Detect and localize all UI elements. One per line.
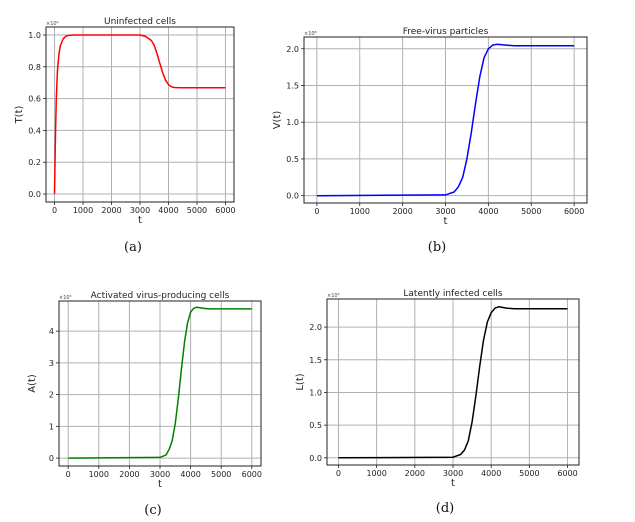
y-tick-label: 2.0 xyxy=(309,323,322,332)
subfigure-caption: (c) xyxy=(144,503,161,518)
x-tick-label: 1000 xyxy=(89,470,109,479)
x-tick-label: 2000 xyxy=(119,470,139,479)
y-axis-multiplier: ×10⁶ xyxy=(46,21,59,27)
subplot-b: 0 1000 2000 3000 4000 5000 6000 0.0 0.5 1.0 1.5 2.0… xyxy=(272,27,588,255)
series-line xyxy=(53,34,226,195)
y-tick-label: 0.6 xyxy=(28,95,41,104)
y-tick-label: 2.0 xyxy=(286,45,299,54)
x-axis-label: t xyxy=(158,479,162,490)
x-tick-label: 5000 xyxy=(519,469,539,478)
x-axis-label: t xyxy=(138,215,142,226)
y-axis-multiplier: ×10³ xyxy=(327,293,340,299)
subfigure-caption: (a) xyxy=(124,240,142,255)
x-axis-label: t xyxy=(451,478,455,489)
x-tick-label: 4000 xyxy=(180,470,200,479)
x-tick-label: 5000 xyxy=(521,207,541,216)
x-tick-label: 6000 xyxy=(242,470,262,479)
chart-title: Uninfected cells xyxy=(104,17,176,27)
x-tick-label: 1000 xyxy=(73,206,93,215)
y-tick-label: 2 xyxy=(49,391,54,400)
subplot-a: 0 1000 2000 3000 4000 5000 6000 0.0 0.2 0.4 0.6 0.8… xyxy=(14,17,236,255)
x-tick-label: 3000 xyxy=(435,207,455,216)
y-tick-label: 4 xyxy=(49,327,54,336)
x-tick-label: 0 xyxy=(52,206,57,215)
y-tick-label: 0.0 xyxy=(286,192,299,201)
x-tick-label: 3000 xyxy=(443,469,463,478)
y-tick-label: 0.5 xyxy=(309,421,322,430)
series-line xyxy=(316,43,575,197)
x-tick-label: 1000 xyxy=(350,207,370,216)
x-tick-label: 3000 xyxy=(150,470,170,479)
y-tick-label: 1.0 xyxy=(309,388,322,397)
axes-frame xyxy=(58,300,262,467)
x-tick-label: 3000 xyxy=(130,206,150,215)
x-tick-label: 4000 xyxy=(481,469,501,478)
x-tick-label: 4000 xyxy=(158,206,178,215)
axes-frame xyxy=(326,298,580,466)
y-axis-multiplier: ×10⁵ xyxy=(59,295,72,301)
x-tick-label: 5000 xyxy=(211,470,231,479)
x-tick-label: 6000 xyxy=(215,206,235,215)
subfigure-caption: (b) xyxy=(428,240,446,255)
x-tick-label: 0 xyxy=(314,207,319,216)
y-axis-label: V(t) xyxy=(272,111,283,130)
x-tick-label: 0 xyxy=(66,470,71,479)
y-tick-label: 3 xyxy=(49,359,54,368)
x-tick-label: 0 xyxy=(336,469,341,478)
axes-frame xyxy=(303,36,588,204)
y-tick-label: 0 xyxy=(49,454,54,463)
y-axis-label: L(t) xyxy=(295,373,306,390)
y-axis-label: A(t) xyxy=(27,374,38,393)
x-tick-label: 2000 xyxy=(405,469,425,478)
axes-frame xyxy=(45,26,235,203)
x-tick-label: 1000 xyxy=(366,469,386,478)
y-tick-label: 0.0 xyxy=(28,190,41,199)
x-axis-label: t xyxy=(444,216,448,227)
x-tick-label: 6000 xyxy=(564,207,584,216)
chart-title: Free-virus particles xyxy=(403,27,489,37)
subplot-d: 0 1000 2000 3000 4000 5000 6000 0.0 0.5 1.0 1.5 2.0… xyxy=(295,289,580,516)
x-tick-label: 5000 xyxy=(187,206,207,215)
y-tick-label: 0.0 xyxy=(309,454,322,463)
y-tick-label: 0.8 xyxy=(28,63,41,72)
subplot-c: 0 1000 2000 3000 4000 5000 6000 0 1 2 3 4 Activated … xyxy=(27,291,262,518)
y-tick-label: 1.5 xyxy=(309,356,322,365)
x-tick-label: 2000 xyxy=(392,207,412,216)
y-tick-label: 0.2 xyxy=(28,158,41,167)
subfigure-caption: (d) xyxy=(436,501,454,516)
y-tick-label: 0.4 xyxy=(28,126,41,135)
y-tick-label: 0.5 xyxy=(286,155,299,164)
chart-title: Latently infected cells xyxy=(403,289,503,299)
series-line xyxy=(338,306,568,459)
x-tick-label: 2000 xyxy=(101,206,121,215)
y-tick-label: 1 xyxy=(49,422,54,431)
x-tick-label: 4000 xyxy=(478,207,498,216)
x-tick-label: 6000 xyxy=(557,469,577,478)
y-axis-label: T(t) xyxy=(14,105,25,124)
y-tick-label: 1.5 xyxy=(286,81,299,90)
chart-title: Activated virus-producing cells xyxy=(91,291,230,301)
y-tick-label: 1.0 xyxy=(28,31,41,40)
series-line xyxy=(68,306,252,459)
y-axis-multiplier: ×10⁸ xyxy=(304,31,317,37)
y-tick-label: 1.0 xyxy=(286,118,299,127)
